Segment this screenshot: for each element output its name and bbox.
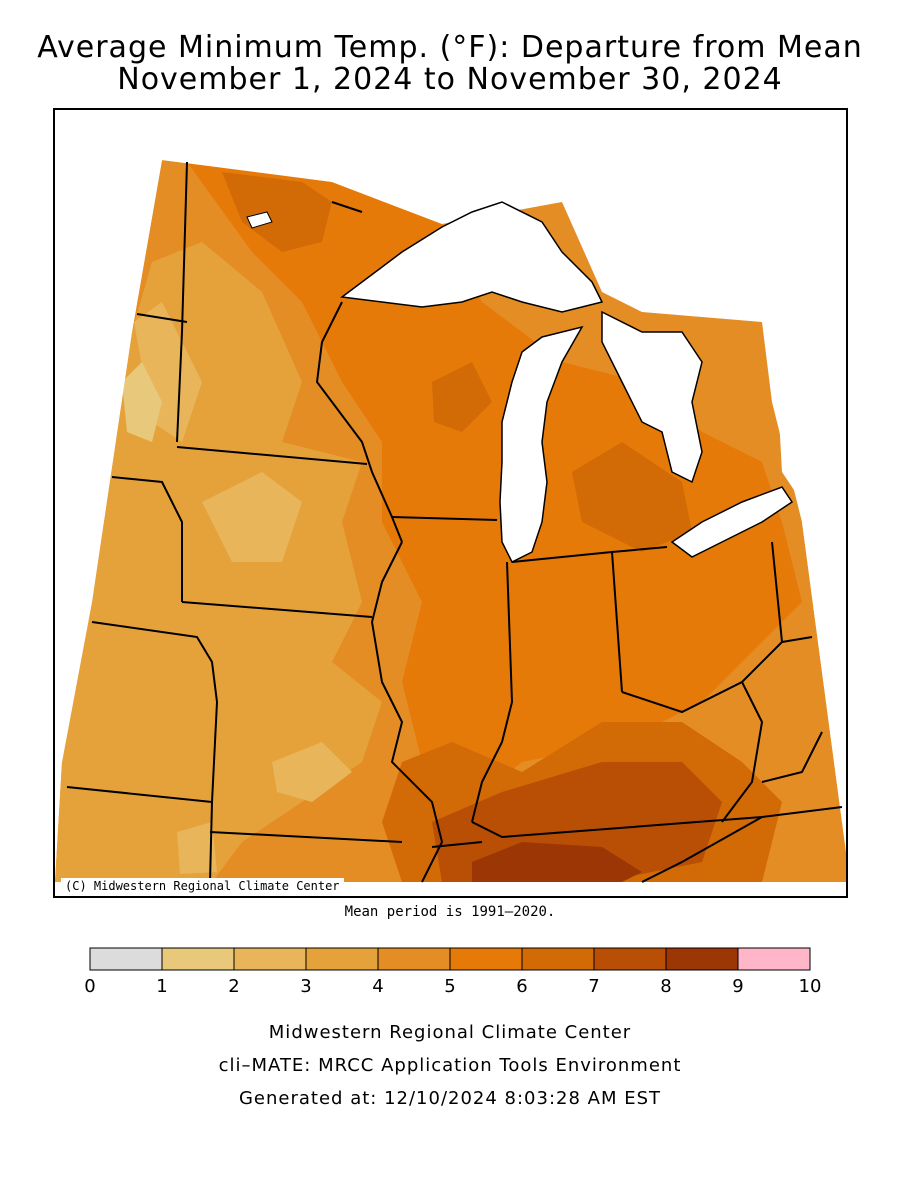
contour-2-3-kansas — [177, 822, 217, 874]
map-canvas — [55, 110, 846, 883]
contour-2-3-iowa — [202, 472, 302, 562]
legend-tick-label: 9 — [732, 976, 743, 997]
lake-huron — [601, 310, 703, 484]
copyright-label: (C) Midwestern Regional Climate Center — [61, 878, 344, 894]
contour-2-3-missouri — [272, 742, 352, 802]
footer-application: cli–MATE: MRCC Application Tools Environ… — [218, 1055, 682, 1076]
departure-map: (C) Midwestern Regional Climate Center — [53, 108, 848, 898]
legend-tick-label: 0 — [84, 976, 95, 997]
legend-bin-1 — [161, 947, 235, 971]
legend-tick-label: 1 — [156, 976, 167, 997]
no-data-west-edge — [55, 160, 162, 762]
contour-6-7-northmn — [222, 172, 332, 252]
contour-5-6-central — [187, 162, 802, 802]
legend-bin-2 — [233, 947, 307, 971]
legend-bin-9 — [737, 947, 811, 971]
legend-bin-4 — [377, 947, 451, 971]
no-data-area — [55, 110, 846, 521]
legend-tick-label: 6 — [516, 976, 527, 997]
state-borders — [66, 161, 843, 883]
legend-bin-5 — [449, 947, 523, 971]
legend-tick-label: 7 — [588, 976, 599, 997]
mean-period-note: Mean period is 1991–2020. — [344, 904, 556, 920]
contour-6-7-wisconsin — [432, 362, 492, 432]
lake-erie — [670, 486, 794, 558]
legend-bin-7 — [593, 947, 667, 971]
lake-superior — [340, 201, 604, 313]
legend-tick-label: 4 — [372, 976, 383, 997]
no-data-east-edge — [802, 503, 846, 852]
legend-tick-label: 10 — [799, 976, 822, 997]
legend-bin-0 — [89, 947, 163, 971]
lake-michigan — [499, 325, 584, 564]
lake-winnebago-isle-royale — [246, 211, 273, 229]
legend-bin-6 — [521, 947, 595, 971]
footer-organization: Midwestern Regional Climate Center — [268, 1022, 632, 1043]
footer-generated-time: Generated at: 12/10/2024 8:03:28 AM EST — [238, 1088, 662, 1109]
legend-tick-label: 3 — [300, 976, 311, 997]
legend-bin-8 — [665, 947, 739, 971]
legend-tick-label: 2 — [228, 976, 239, 997]
map-title: Average Minimum Temp. (°F): Departure fr… — [37, 30, 863, 65]
contour-6-7-michigan — [572, 442, 692, 552]
legend-tick-label: 5 — [444, 976, 455, 997]
color-legend: 0 1 2 3 4 5 6 7 8 9 10 — [84, 947, 822, 997]
map-date-range: November 1, 2024 to November 30, 2024 — [117, 62, 783, 97]
contour-8-9-south — [472, 842, 642, 882]
legend-tick-label: 8 — [660, 976, 671, 997]
contour-1-2-west — [122, 362, 162, 442]
legend-bin-3 — [305, 947, 379, 971]
